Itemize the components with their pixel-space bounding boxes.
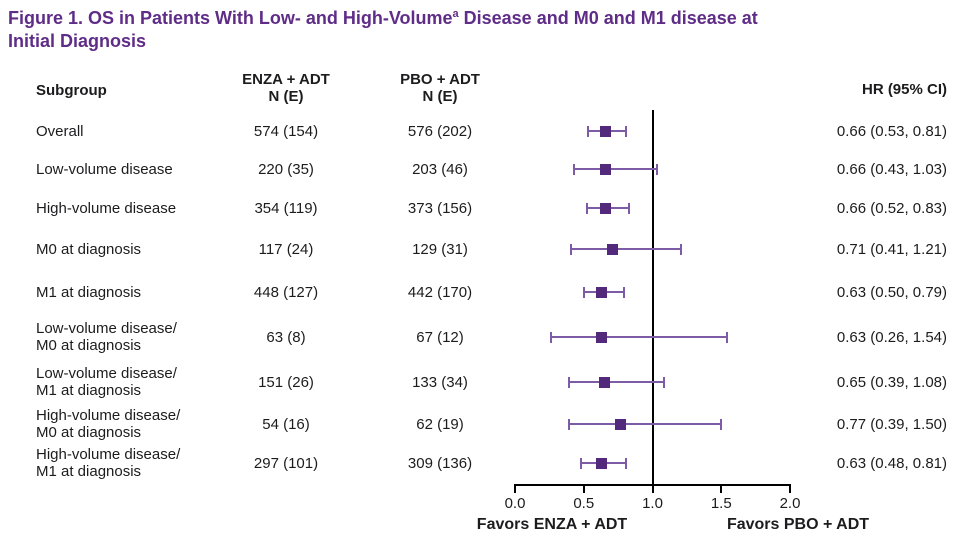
enza-n-e-value: 63 (8) bbox=[266, 328, 306, 346]
enza-header-line1: ENZA + ADT bbox=[242, 71, 330, 88]
x-axis-tick-label: 2.0 bbox=[779, 495, 801, 512]
subgroup-label: Low-volume disease/M1 at diagnosis bbox=[36, 365, 220, 399]
favors-pbo-label: Favors PBO + ADT bbox=[726, 516, 870, 533]
title-text: Figure 1. OS in Patients With Low- and H… bbox=[8, 8, 453, 28]
x-axis-tick-label: 0.0 bbox=[504, 495, 526, 512]
enza-n-e-value: 151 (26) bbox=[258, 373, 314, 391]
subgroup-label-line2: M0 at diagnosis bbox=[36, 337, 142, 354]
subgroup-label: M1 at diagnosis bbox=[36, 284, 220, 301]
title-text-cont: Disease and M0 and M1 disease at bbox=[458, 8, 758, 28]
subgroup-label-line1: M0 at diagnosis bbox=[36, 240, 142, 258]
x-axis-tick-label: 0.5 bbox=[573, 495, 595, 512]
x-axis-tick bbox=[514, 486, 516, 493]
table-row-low-volume: Low-volume disease 220 (35) 203 (46) 0.6… bbox=[0, 150, 966, 188]
table-row-low-volume-m1: Low-volume disease/M1 at diagnosis 151 (… bbox=[0, 360, 966, 404]
hr-ci-value: 0.63 (0.48, 0.81) bbox=[836, 454, 947, 472]
subgroup-label: Low-volume disease/M0 at diagnosis bbox=[36, 320, 220, 354]
enza-n-e-value: 574 (154) bbox=[253, 122, 319, 140]
subgroup-label-line1: Low-volume disease/ bbox=[36, 320, 177, 337]
enza-n-e-value: 354 (119) bbox=[254, 199, 318, 217]
subgroup-label-line2: M1 at diagnosis bbox=[36, 382, 142, 399]
subgroup-label: M0 at diagnosis bbox=[36, 241, 220, 258]
table-row-overall: Overall 574 (154) 576 (202) 0.66 (0.53, … bbox=[0, 112, 966, 150]
pbo-n-e-value: 373 (156) bbox=[407, 199, 473, 217]
favors-enza-label: Favors ENZA + ADT bbox=[476, 516, 628, 533]
enza-header-line2: N (E) bbox=[268, 88, 304, 105]
table-row-high-volume: High-volume disease 354 (119) 373 (156) … bbox=[0, 188, 966, 228]
pbo-n-e-value: 203 (46) bbox=[412, 160, 468, 178]
subgroup-label-line2: M0 at diagnosis bbox=[36, 424, 142, 441]
pbo-n-e-value: 62 (19) bbox=[416, 415, 464, 433]
x-axis-tick bbox=[582, 486, 585, 493]
hr-ci-value: 0.71 (0.41, 1.21) bbox=[836, 240, 947, 258]
pbo-n-e-value: 576 (202) bbox=[407, 122, 473, 140]
subgroup-label: High-volume disease/M1 at diagnosis bbox=[36, 446, 220, 480]
subgroup-label-line1: Low-volume disease/ bbox=[36, 365, 177, 382]
subgroup-label-line1: Overall bbox=[36, 122, 84, 140]
subgroup-label: Low-volume disease bbox=[36, 161, 220, 178]
column-header-hr-ci: HR (95% CI) bbox=[861, 81, 947, 98]
x-axis-tick bbox=[789, 486, 791, 493]
enza-n-e-value: 117 (24) bbox=[258, 240, 314, 258]
pbo-n-e-value: 133 (34) bbox=[412, 373, 468, 391]
subgroup-label-line1: High-volume disease/ bbox=[36, 446, 181, 463]
subgroup-label-line2: M1 at diagnosis bbox=[36, 463, 142, 480]
enza-n-e-value: 297 (101) bbox=[253, 454, 319, 472]
enza-n-e-value: 220 (35) bbox=[258, 160, 314, 178]
title-line-2: Initial Diagnosis bbox=[8, 31, 147, 51]
table-row-m1: M1 at diagnosis 448 (127) 442 (170) 0.63… bbox=[0, 270, 966, 314]
column-header-pbo-adt: PBO + ADT N (E) bbox=[370, 71, 510, 105]
enza-n-e-value: 448 (127) bbox=[253, 283, 319, 301]
subgroup-label-line1: High-volume disease bbox=[36, 199, 177, 217]
hr-ci-value: 0.66 (0.53, 0.81) bbox=[836, 122, 947, 140]
table-row-high-volume-m1: High-volume disease/M1 at diagnosis 297 … bbox=[0, 444, 966, 482]
subgroup-label: High-volume disease/M0 at diagnosis bbox=[36, 407, 220, 441]
pbo-n-e-value: 442 (170) bbox=[407, 283, 473, 301]
table-row-m0: M0 at diagnosis 117 (24) 129 (31) 0.71 (… bbox=[0, 228, 966, 270]
x-axis-line bbox=[514, 484, 791, 486]
pbo-n-e-value: 129 (31) bbox=[412, 240, 468, 258]
subgroup-label-line1: High-volume disease/ bbox=[36, 407, 181, 424]
enza-n-e-value: 54 (16) bbox=[262, 415, 310, 433]
pbo-n-e-value: 67 (12) bbox=[416, 328, 464, 346]
subgroup-label: High-volume disease bbox=[36, 200, 220, 217]
hr-ci-value: 0.66 (0.52, 0.83) bbox=[836, 199, 947, 217]
pbo-n-e-value: 309 (136) bbox=[407, 454, 473, 472]
figure-title: Figure 1. OS in Patients With Low- and H… bbox=[0, 0, 966, 53]
hr-ci-value: 0.65 (0.39, 1.08) bbox=[836, 373, 947, 391]
x-axis-tick bbox=[720, 486, 723, 493]
column-header-enza-adt: ENZA + ADT N (E) bbox=[216, 71, 356, 105]
footnote-marker-a: a bbox=[452, 8, 459, 20]
table-row-high-volume-m0: High-volume disease/M0 at diagnosis 54 (… bbox=[0, 404, 966, 444]
hr-ci-value: 0.63 (0.50, 0.79) bbox=[836, 283, 947, 301]
hr-ci-value: 0.63 (0.26, 1.54) bbox=[836, 328, 947, 346]
column-header-subgroup: Subgroup bbox=[36, 82, 107, 99]
subgroup-label-line1: M1 at diagnosis bbox=[36, 283, 142, 301]
pbo-header-line2: N (E) bbox=[422, 88, 458, 105]
x-axis-tick bbox=[651, 486, 654, 493]
x-axis-tick-label: 1.5 bbox=[710, 495, 732, 512]
subgroup-label-line1: Low-volume disease bbox=[36, 160, 173, 178]
hr-ci-value: 0.66 (0.43, 1.03) bbox=[836, 160, 947, 178]
subgroup-label: Overall bbox=[36, 123, 220, 140]
hr-ci-value: 0.77 (0.39, 1.50) bbox=[836, 415, 947, 433]
table-row-low-volume-m0: Low-volume disease/M0 at diagnosis 63 (8… bbox=[0, 314, 966, 360]
pbo-header-line1: PBO + ADT bbox=[400, 71, 480, 88]
x-axis-tick-label: 1.0 bbox=[642, 495, 663, 512]
